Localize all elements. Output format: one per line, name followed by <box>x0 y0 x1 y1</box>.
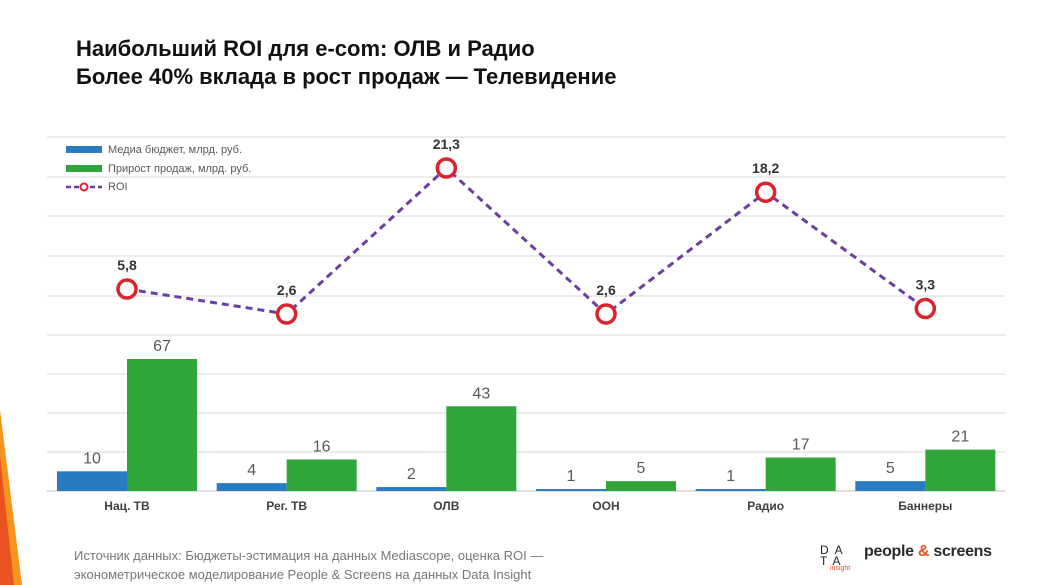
bar-budget <box>57 471 127 491</box>
roi-line <box>126 165 927 316</box>
legend-label: Медиа бюджет, млрд. руб. <box>108 144 242 156</box>
roi-label: 3,3 <box>916 277 936 293</box>
bar-sales <box>765 457 836 491</box>
data-insight-logo: DA TA insight <box>818 543 858 573</box>
bar-sales <box>925 449 996 491</box>
roi-label: 18,2 <box>752 160 779 176</box>
bar-label-sales: 5 <box>637 460 646 477</box>
chart-bars <box>57 359 996 491</box>
legend-swatch-sales <box>66 165 102 172</box>
bar-budget <box>695 489 766 491</box>
chart-gridlines <box>47 136 1005 492</box>
ps-logo-part-1: people <box>864 543 914 560</box>
bar-budget <box>536 489 606 491</box>
bar-label-sales: 67 <box>153 338 171 355</box>
bar-label-budget: 2 <box>407 466 416 483</box>
bar-sales <box>606 481 676 491</box>
chart-legend: Медиа бюджет, млрд. руб. Прирост продаж, … <box>66 144 251 193</box>
data-insight-logo-line-3: insight <box>830 565 851 572</box>
bar-sales <box>127 359 197 491</box>
roi-marker <box>435 157 458 179</box>
bar-sales <box>446 406 517 491</box>
data-insight-logo-line-1: DA <box>820 543 849 557</box>
roi-marker <box>116 278 138 300</box>
source-line-2: эконометрическое моделирование People & … <box>74 567 532 582</box>
bar-label-budget: 1 <box>567 468 576 485</box>
legend-swatch-budget <box>66 146 102 153</box>
slide-title: Наибольший ROI для e-com: ОЛВ и Радио Бо… <box>76 35 616 91</box>
corner-shape-red <box>0 455 14 585</box>
roi-marker <box>754 181 777 203</box>
chart-bar-labels: 10 67 4 16 2 43 1 5 1 17 5 21 <box>83 338 969 485</box>
title-line-2: Более 40% вклада в рост продаж — Телевид… <box>76 64 617 89</box>
roi-label: 2,6 <box>596 282 616 298</box>
ps-logo-ampersand: & <box>917 543 930 560</box>
x-tick-label: Нац. ТВ <box>104 499 150 513</box>
ps-logo-part-2: screens <box>933 543 992 560</box>
bar-sales <box>286 459 357 491</box>
bar-budget <box>855 481 926 491</box>
x-tick-label: Баннеры <box>898 499 952 513</box>
bar-budget <box>376 487 447 491</box>
bar-label-sales: 16 <box>313 438 331 455</box>
x-tick-label: Радио <box>747 499 784 513</box>
chart-x-labels: Нац. ТВ Рег. ТВ ОЛВ OOH Радио Баннеры <box>104 499 952 513</box>
roi-label: 5,8 <box>117 257 137 273</box>
corner-decoration <box>0 410 22 585</box>
bar-label-sales: 43 <box>472 385 490 402</box>
bar-label-budget: 10 <box>83 450 101 467</box>
legend-label: Прирост продаж, млрд. руб. <box>108 163 251 175</box>
roi-series: 5,8 2,6 21,3 2,6 18,2 3,3 <box>116 136 937 325</box>
x-tick-label: ОЛВ <box>433 499 459 513</box>
roi-label: 21,3 <box>433 136 460 152</box>
bar-label-budget: 4 <box>247 462 256 479</box>
legend-swatch-roi-marker <box>79 182 89 192</box>
bar-budget <box>216 483 287 491</box>
x-tick-label: Рег. ТВ <box>266 499 307 513</box>
roi-label: 2,6 <box>277 282 297 298</box>
people-and-screens-logo: people & screens <box>864 543 992 561</box>
legend-label: ROI <box>108 181 128 193</box>
roi-marker <box>595 303 617 325</box>
x-tick-label: OOH <box>592 499 619 513</box>
source-line-1: Источник данных: Бюджеты-эстимация на да… <box>74 548 544 563</box>
title-line-1: Наибольший ROI для e-com: ОЛВ и Радио <box>76 36 535 61</box>
bar-label-sales: 21 <box>951 429 969 446</box>
bar-label-budget: 5 <box>886 460 895 477</box>
data-insight-logo-line-2: TA <box>820 554 847 568</box>
roi-marker <box>914 297 937 320</box>
roi-marker <box>275 303 298 325</box>
bar-label-budget: 1 <box>726 468 735 485</box>
bar-label-sales: 17 <box>792 437 810 454</box>
source-note: Источник данных: Бюджеты-эстимация на да… <box>74 546 634 584</box>
